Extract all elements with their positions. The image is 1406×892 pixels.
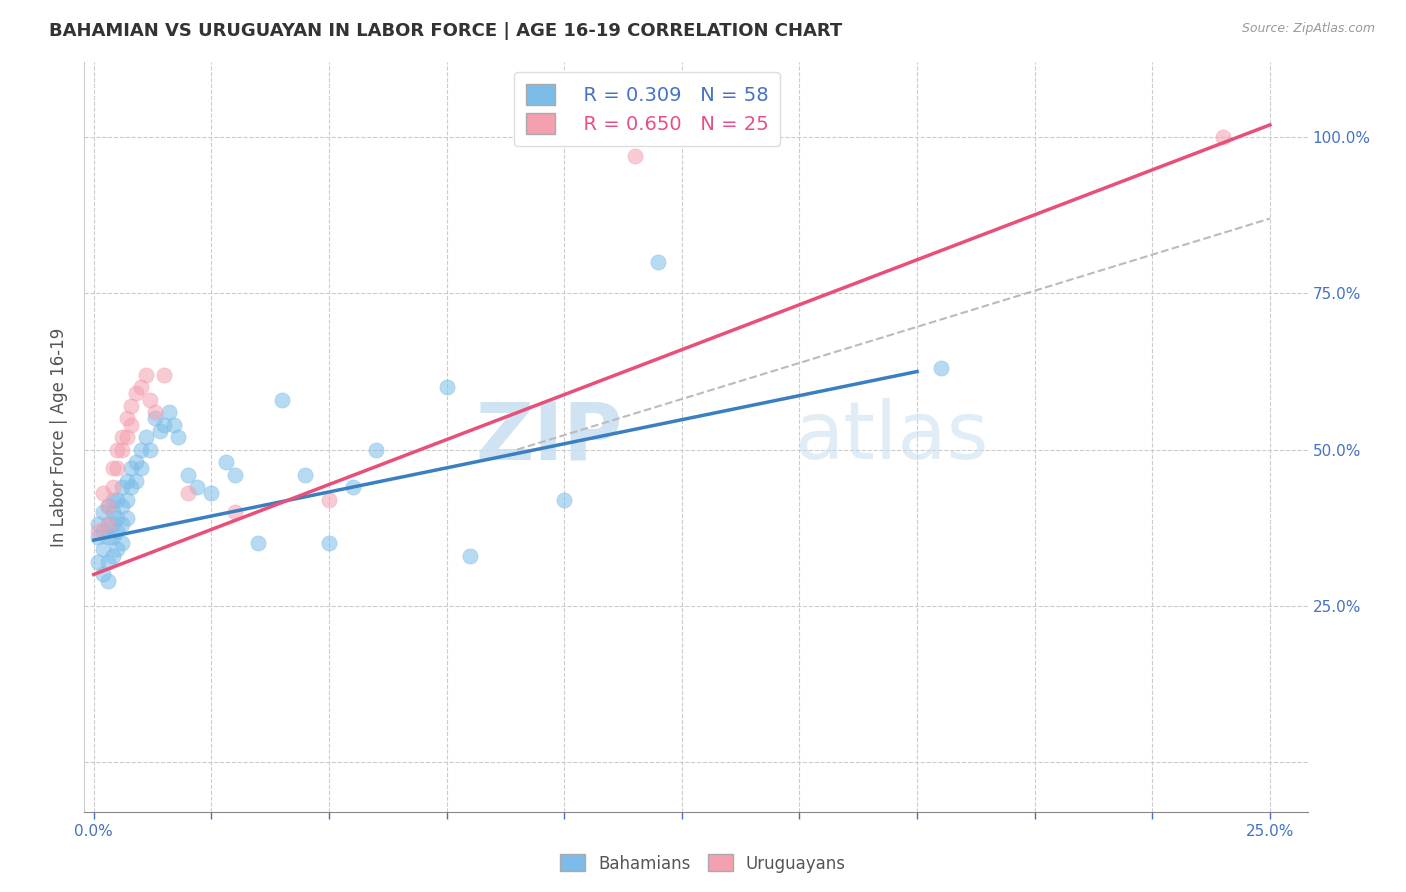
Text: Source: ZipAtlas.com: Source: ZipAtlas.com [1241, 22, 1375, 36]
Point [101, 505, 124, 519]
Point [125, 455, 148, 469]
Point [929, 361, 952, 376]
Point [458, 549, 481, 563]
Point [129, 442, 152, 457]
Point [87, 555, 110, 569]
Point [91, 567, 114, 582]
Point [120, 461, 142, 475]
Point [318, 536, 340, 550]
Point [624, 149, 647, 163]
Point [143, 411, 166, 425]
Point [105, 442, 128, 457]
Point [105, 492, 128, 507]
Point [153, 417, 176, 432]
Point [111, 536, 134, 550]
Y-axis label: In Labor Force | Age 16-19: In Labor Force | Age 16-19 [51, 327, 69, 547]
Point [111, 430, 134, 444]
Point [115, 411, 138, 425]
Point [271, 392, 294, 407]
Point [97, 574, 120, 588]
Point [97, 517, 120, 532]
Point [318, 492, 340, 507]
Point [436, 380, 458, 394]
Point [364, 442, 387, 457]
Point [115, 492, 138, 507]
Point [101, 549, 124, 563]
Point [120, 417, 142, 432]
Point [91, 542, 114, 557]
Point [1212, 130, 1234, 145]
Point [139, 392, 162, 407]
Point [91, 505, 114, 519]
Point [149, 424, 172, 438]
Point [97, 499, 120, 513]
Point [214, 455, 236, 469]
Point [115, 511, 138, 525]
Point [342, 480, 364, 494]
Point [97, 517, 120, 532]
Point [105, 511, 128, 525]
Point [111, 480, 134, 494]
Text: ZIP: ZIP [475, 398, 623, 476]
Point [167, 430, 190, 444]
Point [135, 368, 157, 382]
Point [115, 430, 138, 444]
Text: BAHAMIAN VS URUGUAYAN IN LABOR FORCE | AGE 16-19 CORRELATION CHART: BAHAMIAN VS URUGUAYAN IN LABOR FORCE | A… [49, 22, 842, 40]
Point [125, 386, 148, 401]
Point [97, 530, 120, 544]
Point [87, 530, 110, 544]
Point [553, 492, 575, 507]
Point [105, 461, 128, 475]
Point [177, 486, 200, 500]
Point [143, 405, 166, 419]
Point [105, 542, 128, 557]
Legend:   R = 0.309   N = 58,   R = 0.650   N = 25: R = 0.309 N = 58, R = 0.650 N = 25 [515, 72, 780, 145]
Point [129, 380, 152, 394]
Point [101, 517, 124, 532]
Point [111, 517, 134, 532]
Point [87, 517, 110, 532]
Point [163, 417, 186, 432]
Point [101, 530, 124, 544]
Point [101, 461, 124, 475]
Point [120, 480, 142, 494]
Point [120, 399, 142, 413]
Point [101, 492, 124, 507]
Point [177, 467, 200, 482]
Point [135, 430, 157, 444]
Point [87, 524, 110, 538]
Point [111, 442, 134, 457]
Point [200, 486, 222, 500]
Point [139, 442, 162, 457]
Point [224, 467, 246, 482]
Point [105, 524, 128, 538]
Point [111, 499, 134, 513]
Point [294, 467, 316, 482]
Point [129, 461, 152, 475]
Point [153, 368, 176, 382]
Point [97, 499, 120, 513]
Text: atlas: atlas [794, 398, 988, 476]
Point [125, 474, 148, 488]
Point [224, 505, 246, 519]
Point [97, 555, 120, 569]
Point [247, 536, 270, 550]
Point [186, 480, 208, 494]
Point [91, 486, 114, 500]
Legend: Bahamians, Uruguayans: Bahamians, Uruguayans [554, 847, 852, 880]
Point [157, 405, 180, 419]
Point [647, 255, 669, 269]
Point [101, 480, 124, 494]
Point [91, 524, 114, 538]
Point [115, 474, 138, 488]
